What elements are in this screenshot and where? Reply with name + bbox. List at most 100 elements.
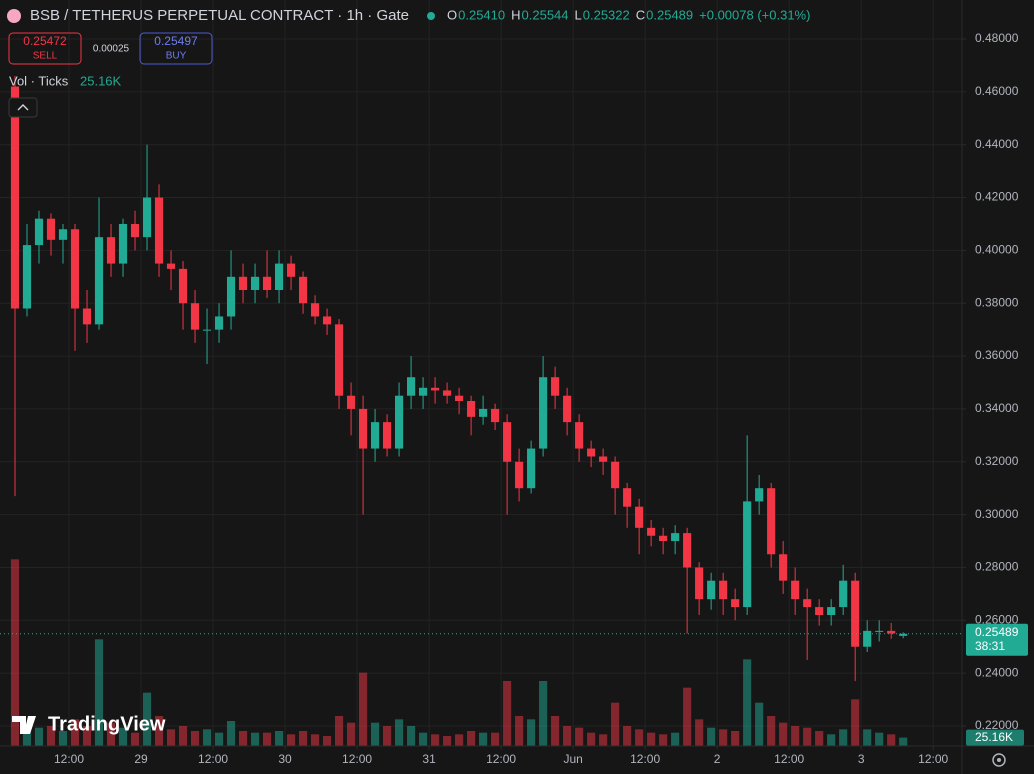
- candle-body: [803, 599, 812, 608]
- volume-bar: [70, 719, 80, 746]
- volume-bar: [419, 732, 428, 746]
- volume-bar: [755, 702, 764, 746]
- candle-body: [683, 533, 692, 568]
- volume-bar: [587, 732, 596, 746]
- sell-label: SELL: [33, 51, 58, 62]
- candle-body: [130, 223, 140, 238]
- candle-body: [70, 229, 80, 309]
- candle-body: [719, 580, 728, 600]
- volume-bar: [358, 672, 368, 746]
- candle-body: [262, 276, 272, 291]
- volume-bar: [274, 731, 284, 746]
- candle-body: [587, 448, 596, 457]
- volume-bar: [767, 716, 776, 746]
- volume-bar: [106, 722, 116, 746]
- y-tick-label: 0.26000: [975, 612, 1019, 626]
- buy-price: 0.25497: [154, 34, 198, 48]
- candle-body: [815, 607, 824, 616]
- x-tick-label: 12:00: [918, 752, 948, 766]
- candle-body: [334, 324, 344, 396]
- candle-body: [250, 276, 260, 291]
- collapse-button[interactable]: [8, 97, 38, 118]
- sell-price: 0.25472: [23, 34, 67, 48]
- x-tick-label: 12:00: [198, 752, 228, 766]
- candle-body: [226, 276, 236, 317]
- candle-body: [791, 580, 800, 600]
- volume-bar: [635, 729, 644, 746]
- candle-body: [106, 237, 116, 264]
- volume-bar: [551, 716, 560, 746]
- x-tick-label: 2: [714, 752, 721, 766]
- volume-bar: [226, 721, 236, 746]
- volume-bar: [130, 732, 140, 746]
- settings-icon[interactable]: [992, 753, 1006, 767]
- volume-bar: [370, 722, 380, 746]
- volume-bar: [334, 716, 344, 746]
- x-tick-label: 3: [858, 752, 865, 766]
- volume-bar: [154, 716, 164, 746]
- volume-bar: [250, 732, 260, 746]
- candle-body: [214, 316, 224, 330]
- ohlc-value: 0.25544: [522, 7, 569, 22]
- candle-body: [395, 395, 404, 449]
- candle-body: [851, 580, 860, 647]
- candle-body: [671, 533, 680, 542]
- volume-pane: [10, 559, 908, 746]
- volume-bar: [695, 719, 704, 746]
- candle-body: [863, 630, 872, 647]
- volume-bar: [262, 732, 272, 746]
- candle-body: [94, 237, 104, 325]
- chart-title[interactable]: BSB / TETHERUS PERPETUAL CONTRACT · 1h ·…: [30, 7, 409, 24]
- x-tick-label: 30: [278, 752, 292, 766]
- candle-body: [382, 422, 392, 449]
- buy-label: BUY: [166, 51, 187, 62]
- volume-bar: [875, 732, 884, 746]
- candle-body: [707, 580, 716, 600]
- candle-body: [346, 395, 356, 409]
- volume-bar: [863, 729, 872, 746]
- candle-body: [455, 395, 464, 401]
- market-status: [427, 12, 435, 20]
- price-tag: [966, 623, 1028, 656]
- y-tick-label: 0.46000: [975, 84, 1019, 98]
- candle-body: [154, 197, 164, 264]
- candle-body: [178, 268, 188, 304]
- volume-bar: [515, 716, 524, 746]
- ohlc-value: 0.25489: [646, 7, 693, 22]
- candle-body: [322, 316, 332, 325]
- candle-body: [10, 86, 20, 309]
- volume-bar: [899, 737, 908, 746]
- candle-body: [551, 377, 560, 396]
- candle-body: [611, 461, 620, 489]
- x-tick-label: 12:00: [630, 752, 660, 766]
- y-tick-label: 0.40000: [975, 243, 1019, 257]
- candle-body: [635, 506, 644, 528]
- y-tick-label: 0.28000: [975, 560, 1019, 574]
- candle-body: [527, 448, 536, 489]
- volume-title[interactable]: Vol · Ticks: [9, 73, 69, 88]
- volume-bar: [719, 729, 728, 746]
- volume-bar: [202, 729, 212, 746]
- volume-bar: [503, 681, 512, 746]
- candle-body: [202, 329, 212, 331]
- volume-bar: [815, 731, 824, 746]
- change: +0.00078 (+0.31%): [699, 7, 810, 22]
- candle-body: [431, 387, 440, 391]
- candle-body: [875, 630, 884, 632]
- ohlc-key: C: [636, 7, 645, 22]
- volume-bar: [491, 732, 500, 746]
- volume-bar: [322, 736, 332, 746]
- brand-name: TradingView: [48, 713, 166, 735]
- x-tick-label: Jun: [563, 752, 582, 766]
- candle-body: [238, 276, 248, 291]
- volume-bar: [779, 722, 788, 746]
- volume-bar: [683, 687, 692, 746]
- volume-bar: [839, 729, 848, 746]
- volume-bar: [743, 659, 752, 746]
- buy-button[interactable]: [139, 32, 213, 65]
- sell-button[interactable]: [8, 32, 82, 65]
- volume-bar: [94, 639, 104, 746]
- candle-body: [370, 422, 380, 449]
